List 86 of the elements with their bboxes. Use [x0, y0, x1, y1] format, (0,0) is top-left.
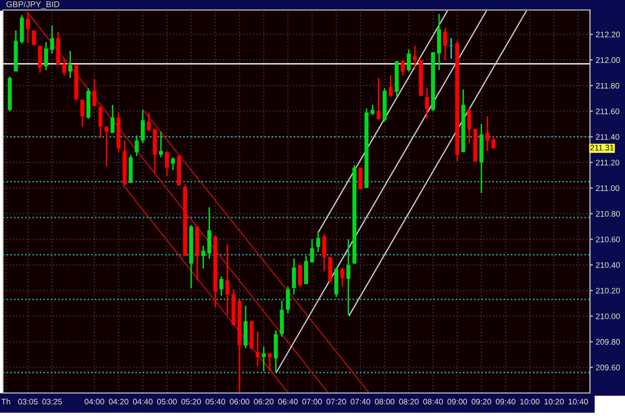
- y-tick-label: 212.20: [596, 32, 620, 38]
- candlestick: [492, 136, 496, 150]
- x-tick-label: 04:40: [133, 398, 153, 404]
- candlestick: [449, 37, 454, 60]
- candlestick: [298, 264, 302, 288]
- x-tick-label: 06:40: [278, 398, 298, 404]
- candlestick: [292, 258, 296, 296]
- y-tick-label: 210.20: [596, 288, 620, 294]
- candlestick: [164, 150, 169, 178]
- x-tick-label: 04:20: [108, 398, 128, 404]
- x-tick-label: 09:20: [472, 398, 492, 404]
- x-tick-label: 05:00: [157, 398, 177, 404]
- x-tick-label: 04:00: [84, 398, 104, 404]
- x-tick-label: 07:20: [326, 398, 346, 404]
- candlestick: [286, 286, 290, 314]
- candlestick: [219, 276, 224, 296]
- candlestick: [201, 244, 206, 270]
- candlestick: [104, 126, 109, 167]
- x-tick-label: 10:00: [520, 398, 540, 404]
- candlestick: [80, 98, 84, 128]
- candlestick: [26, 12, 30, 44]
- text: 211.31: [590, 144, 614, 151]
- candlestick: [98, 105, 102, 139]
- candlestick: [358, 166, 362, 190]
- candlestick: [443, 27, 448, 61]
- candlestick: [322, 233, 326, 272]
- candlestick: [340, 266, 344, 288]
- candlestick: [406, 49, 411, 72]
- candlestick: [256, 330, 260, 367]
- candlestick: [68, 50, 72, 79]
- candlestick: [310, 238, 314, 264]
- x-tick-label: 07:00: [302, 398, 322, 404]
- candlestick: [110, 104, 115, 134]
- candlestick: [262, 346, 266, 372]
- candlestick: [146, 112, 151, 132]
- x-tick-label: 03:05: [18, 398, 38, 404]
- y-tick-label: 211.40: [596, 134, 620, 140]
- candlestick: [485, 116, 490, 152]
- x-tick-label: 06:20: [254, 398, 274, 404]
- y-tick-label: 210.40: [596, 262, 620, 268]
- x-tick-label: 08:00: [374, 398, 394, 404]
- y-tick-label: 210.00: [596, 313, 620, 320]
- candlestick: [424, 87, 429, 120]
- x-tick-label: 09:40: [496, 398, 516, 404]
- x-tick-label: 03:25: [42, 398, 62, 404]
- candlestick: [346, 238, 350, 316]
- candlestick: [370, 104, 375, 116]
- candlestick: [412, 45, 417, 70]
- x-tick-label: 10:20: [544, 398, 564, 404]
- x-tick-label: 10:40: [568, 398, 588, 404]
- x-tick-label: 08:40: [423, 398, 443, 404]
- y-tick-label: 209.60: [596, 364, 620, 370]
- candlestick: [376, 77, 381, 121]
- y-tick-label: 209.80: [596, 339, 620, 345]
- candlestick: [62, 58, 66, 76]
- y-tick-label: 210.80: [596, 210, 620, 217]
- y-tick-label: 211.20: [596, 160, 620, 166]
- candlestick: [388, 74, 393, 98]
- candlestick: [44, 41, 48, 71]
- y-tick-label: 210.60: [596, 236, 620, 242]
- candlestick: [171, 156, 176, 171]
- candlestick: [304, 255, 308, 285]
- x-tick-label: 05:40: [206, 398, 226, 404]
- candlestick: [225, 244, 230, 316]
- x-tick-label: 07:40: [350, 398, 370, 404]
- candlestick: [467, 108, 472, 144]
- candlestick: [38, 45, 42, 74]
- candlestick: [316, 230, 320, 253]
- chart-title: GBP/JPY_BID: [6, 1, 60, 9]
- y-tick-label: 212.00: [596, 57, 620, 63]
- candlestick: [207, 206, 212, 260]
- candlestick: [268, 352, 272, 372]
- x-tick-label: 05:20: [181, 398, 201, 404]
- candlestick: [32, 30, 36, 47]
- candlestick: [92, 78, 96, 107]
- y-tick-label: 211.80: [596, 82, 620, 89]
- candlestick: [400, 59, 405, 76]
- candlestick: [50, 24, 54, 54]
- candlestick: [140, 109, 145, 144]
- x-tick-label: 09:00: [447, 398, 467, 404]
- x-tick-label: 08:20: [399, 398, 419, 404]
- x-tick-label: Th: [1, 398, 10, 404]
- candlestick: [158, 130, 163, 158]
- y-tick-label: 211.00: [596, 185, 620, 192]
- x-tick-label: 06:00: [230, 398, 250, 404]
- y-tick-label: 211.60: [596, 108, 620, 114]
